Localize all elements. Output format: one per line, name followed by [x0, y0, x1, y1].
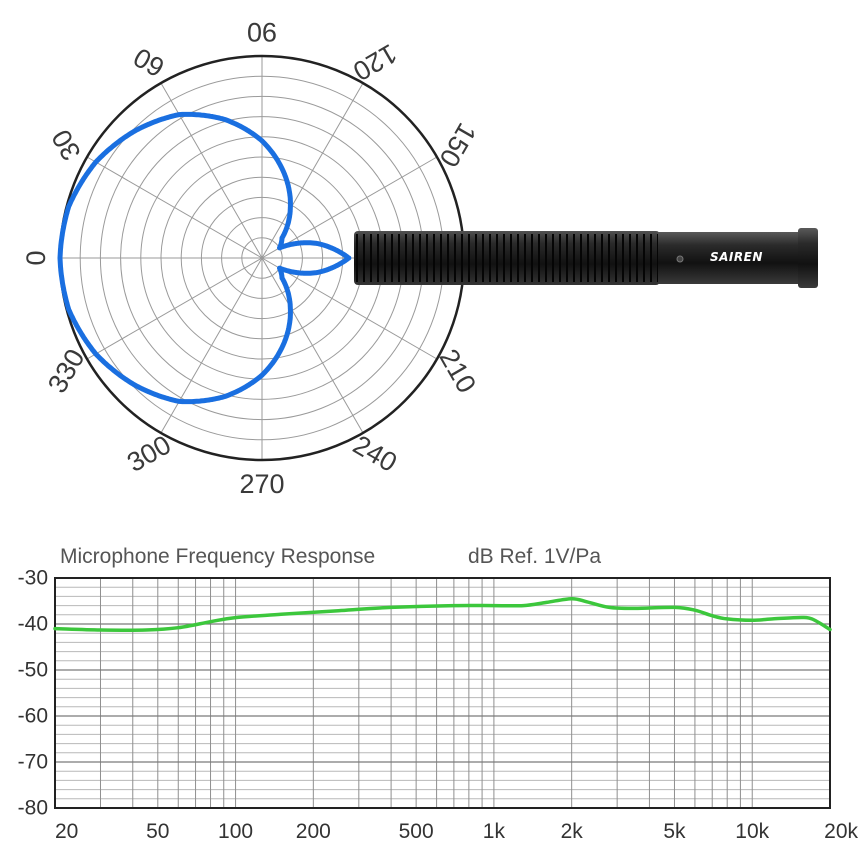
mic-grille	[354, 231, 660, 285]
polar-angle-label: 30	[46, 124, 87, 165]
polar-angle-label: 60	[128, 42, 169, 83]
x-tick-label: 20k	[824, 820, 858, 843]
x-tick-label: 100	[218, 820, 253, 843]
frequency-response-line	[53, 596, 832, 632]
polar-spoke	[160, 257, 263, 434]
x-tick-label: 50	[146, 820, 169, 843]
polar-angle-label: 0	[21, 250, 51, 265]
frequency-response-chart: Microphone Frequency Response dB Ref. 1V…	[18, 545, 859, 843]
mic-end-cap	[798, 228, 818, 288]
shotgun-microphone-image: SAIREN	[354, 228, 818, 288]
x-tick-label: 200	[296, 820, 331, 843]
y-tick-label: -80	[18, 797, 48, 820]
y-tick-label: -60	[18, 705, 48, 728]
y-tick-label: -30	[18, 567, 48, 590]
x-tick-label: 1k	[483, 820, 506, 843]
polar-spoke	[261, 156, 438, 259]
polar-spoke	[261, 257, 438, 360]
frequency-chart-title: Microphone Frequency Response	[60, 545, 375, 568]
polar-spoke	[261, 257, 364, 434]
mic-screw-icon	[676, 255, 684, 263]
plot-frame	[54, 577, 831, 809]
polar-pattern-curve	[57, 111, 352, 405]
y-tick-label: -70	[18, 751, 48, 774]
x-tick-label: 2k	[561, 820, 584, 843]
y-tick-label: -50	[18, 659, 48, 682]
mic-brand-label: SAIREN	[710, 250, 763, 264]
polar-angle-label: 90	[247, 17, 277, 47]
polar-spoke	[86, 156, 263, 259]
x-tick-label: 5k	[663, 820, 686, 843]
frequency-chart-units: dB Ref. 1V/Pa	[468, 545, 601, 568]
x-tick-label: 10k	[735, 820, 769, 843]
polar-angle-label: 270	[239, 469, 284, 499]
polar-spoke	[86, 257, 263, 360]
x-tick-label: 20	[55, 820, 78, 843]
polar-spoke	[261, 82, 364, 259]
x-tick-label: 500	[399, 820, 434, 843]
polar-spoke	[160, 82, 263, 259]
y-tick-label: -40	[18, 613, 48, 636]
